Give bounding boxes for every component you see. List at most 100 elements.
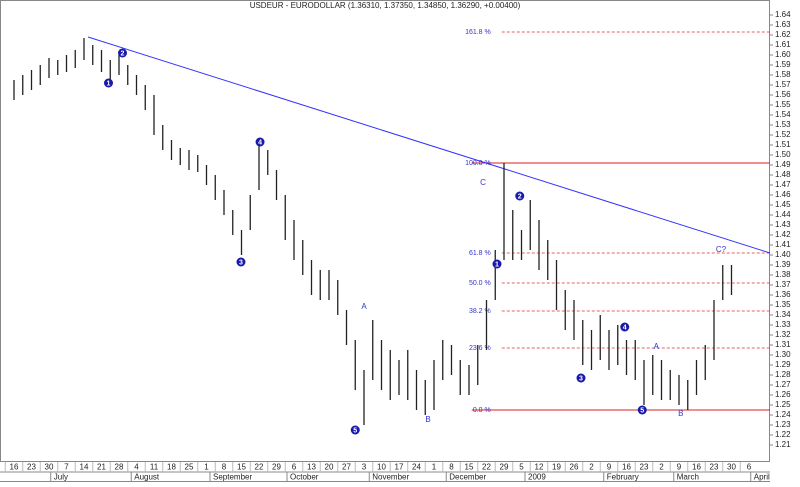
fib-label: 100.0 % (465, 160, 491, 167)
x-tick-label: 20 (325, 463, 334, 472)
month-label: August (134, 473, 160, 482)
wave-marker (104, 78, 113, 88)
y-tick-label: 1.28 (775, 370, 791, 379)
wave-marker (576, 373, 586, 383)
y-tick-label: 1.64 (775, 10, 791, 19)
month-label: March (677, 473, 699, 482)
y-tick-label: 1.40 (775, 250, 791, 259)
x-tick-label: 6 (292, 463, 297, 472)
x-tick-label: 2 (659, 463, 664, 472)
y-tick-label: 1.38 (775, 270, 791, 279)
wave-label: 4 (623, 324, 627, 331)
y-tick-label: 1.34 (775, 310, 791, 319)
y-tick-label: 1.31 (775, 340, 791, 349)
y-tick-label: 1.50 (775, 150, 791, 159)
y-tick-label: 1.41 (775, 240, 791, 249)
wave-label: A (361, 302, 367, 311)
y-tick-label: 1.21 (775, 440, 791, 449)
month-label: 2009 (528, 473, 546, 482)
y-tick-label: 1.58 (775, 70, 791, 79)
fib-label: 23.6 % (469, 345, 491, 352)
wave-label: 1 (107, 80, 111, 87)
trendline (87, 36, 771, 254)
y-tick-label: 1.55 (775, 100, 791, 109)
x-tick-label: 1 (432, 463, 437, 472)
wave-marker (255, 137, 265, 147)
y-tick-label: 1.24 (775, 410, 791, 419)
y-tick-label: 1.45 (775, 200, 791, 209)
y-tick-label: 1.54 (775, 110, 791, 119)
y-tick-label: 1.62 (775, 30, 791, 39)
y-tick-label: 1.30 (775, 350, 791, 359)
wave-label: B (678, 409, 683, 418)
y-tick-label: 1.56 (775, 90, 791, 99)
wave-marker (492, 259, 502, 269)
wave-marker (118, 48, 127, 58)
y-tick-label: 1.57 (775, 80, 791, 89)
y-tick-label: 1.63 (775, 20, 791, 29)
month-label: October (290, 473, 319, 482)
wave-marker (350, 425, 360, 435)
wave-label: 5 (640, 407, 644, 414)
x-tick-label: 29 (500, 463, 509, 472)
x-tick-label: 10 (377, 463, 386, 472)
month-label: July (54, 473, 68, 482)
x-tick-label: 6 (747, 463, 752, 472)
x-tick-label: 16 (692, 463, 701, 472)
x-tick-label: 30 (45, 463, 54, 472)
y-tick-label: 1.23 (775, 420, 791, 429)
x-tick-label: 15 (465, 463, 474, 472)
x-tick-label: 23 (27, 463, 36, 472)
x-tick-label: 4 (134, 463, 139, 472)
wave-marker (620, 322, 630, 332)
y-tick-label: 1.39 (775, 260, 791, 269)
fib-label: 0.0 % (473, 407, 491, 414)
y-tick-label: 1.48 (775, 170, 791, 179)
x-tick-label: 1 (204, 463, 209, 472)
x-tick-label: 19 (552, 463, 561, 472)
x-tick-label: 8 (449, 463, 454, 472)
y-tick-label: 1.29 (775, 360, 791, 369)
x-tick-label: 8 (222, 463, 227, 472)
month-label: December (449, 473, 486, 482)
y-tick-label: 1.60 (775, 50, 791, 59)
wave-label: 1 (495, 261, 499, 268)
wave-label: B (425, 415, 430, 424)
x-tick-label: 21 (97, 463, 106, 472)
y-tick-label: 1.61 (775, 40, 791, 49)
chart-title: USDEUR - EURODOLLAR (1.36310, 1.37350, 1… (250, 1, 521, 10)
y-tick-label: 1.22 (775, 430, 791, 439)
x-tick-label: 22 (482, 463, 491, 472)
x-tick-label: 7 (64, 463, 69, 472)
month-label: April (754, 473, 770, 482)
fib-label: 161.8 % (465, 29, 491, 36)
y-tick-label: 1.47 (775, 180, 791, 189)
y-tick-label: 1.51 (775, 140, 791, 149)
x-tick-label: 22 (255, 463, 264, 472)
wave-label: 4 (258, 139, 262, 146)
x-tick-label: 5 (519, 463, 524, 472)
wave-marker (637, 405, 647, 415)
wave-label: C? (716, 245, 727, 254)
x-tick-label: 29 (272, 463, 281, 472)
x-tick-label: 9 (607, 463, 612, 472)
y-tick-label: 1.59 (775, 60, 791, 69)
wave-label: A (654, 342, 660, 351)
y-tick-label: 1.27 (775, 380, 791, 389)
y-tick-label: 1.52 (775, 130, 791, 139)
x-tick-label: 13 (307, 463, 316, 472)
x-tick-label: 23 (640, 463, 649, 472)
y-tick-label: 1.46 (775, 190, 791, 199)
x-tick-label: 18 (167, 463, 176, 472)
wave-label: 3 (579, 375, 583, 382)
month-label: February (607, 473, 639, 482)
x-tick-label: 2 (589, 463, 594, 472)
x-tick-label: 26 (570, 463, 579, 472)
wave-label: 2 (121, 50, 125, 57)
y-tick-label: 1.26 (775, 390, 791, 399)
wave-label: 5 (353, 427, 357, 434)
y-tick-label: 1.36 (775, 290, 791, 299)
y-tick-label: 1.37 (775, 280, 791, 289)
y-tick-label: 1.33 (775, 320, 791, 329)
wave-marker (515, 191, 525, 201)
